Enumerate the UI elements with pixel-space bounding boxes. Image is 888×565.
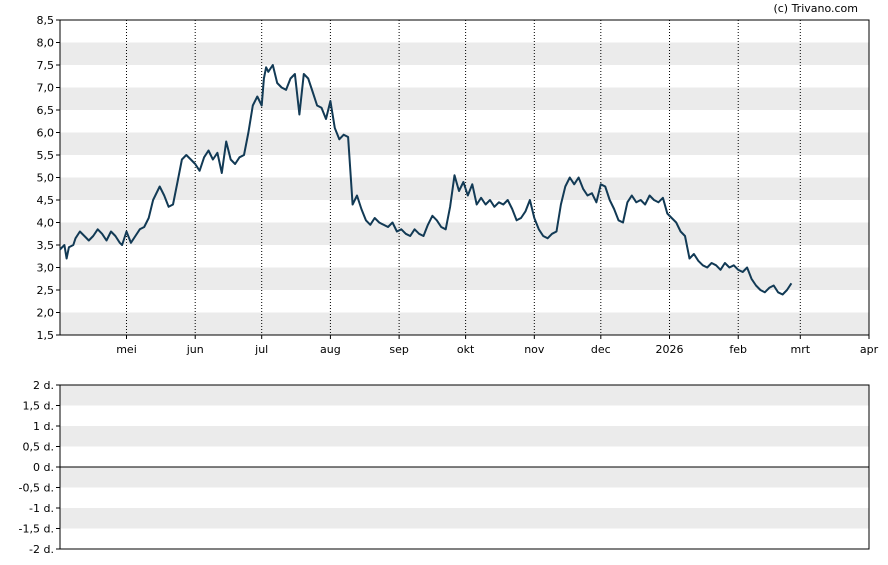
x-tick-label: sep [389,343,408,356]
x-tick-label: okt [457,343,475,356]
y-tick-label: 8,0 [37,37,55,50]
x-tick-label: aug [320,343,341,356]
y-tick-label: 6,5 [37,104,55,117]
x-tick-label: feb [729,343,747,356]
y-tick-label: 3,0 [37,262,55,275]
grid-band [60,508,869,529]
grid-band [60,87,869,110]
y-tick-label: -1 d. [29,502,54,515]
x-tick-label: jul [254,343,268,356]
grid-band [60,42,869,65]
y-tick-label: 2 d. [33,379,54,392]
y-tick-label: 5,0 [37,172,55,185]
y-tick-label: 8,5 [37,14,55,27]
grid-band [60,222,869,245]
plot-frame-lower [59,384,870,550]
grid-band [60,177,869,200]
x-tick-label: nov [524,343,545,356]
y-tick-label: -2 d. [29,543,54,556]
y-tick-label: 3,5 [37,239,55,252]
y-tick-label: 2,0 [37,307,55,320]
y-tick-label: 1,5 [37,329,55,342]
y-tick-label: 1 d. [33,420,54,433]
grid-band [60,385,869,406]
grid-band [60,312,869,335]
x-tick-label: 2026 [656,343,684,356]
x-tick-label: jun [186,343,204,356]
y-tick-label: 4,5 [37,194,55,207]
grid-band [60,267,869,290]
y-tick-label: 5,5 [37,149,55,162]
credit-text: (c) Trivano.com [773,2,858,15]
y-tick-label: 0 d. [33,461,54,474]
x-tick-label: dec [591,343,611,356]
plot-frame [59,19,870,336]
y-tick-label: -0,5 d. [19,482,54,495]
y-tick-label: -1,5 d. [19,523,54,536]
x-tick-label: apr [860,343,879,356]
grid-band [60,426,869,447]
grid-band [60,132,869,155]
grid-band [60,467,869,488]
x-tick-label: mrt [791,343,811,356]
y-tick-label: 0,5 d. [23,441,54,454]
y-tick-label: 7,5 [37,59,55,72]
y-tick-label: 6,0 [37,127,55,140]
y-tick-label: 2,5 [37,284,55,297]
x-tick-label: mei [116,343,137,356]
price-series-line [59,64,793,296]
y-tick-label: 1,5 d. [23,400,54,413]
y-tick-label: 7,0 [37,82,55,95]
y-tick-label: 4,0 [37,217,55,230]
